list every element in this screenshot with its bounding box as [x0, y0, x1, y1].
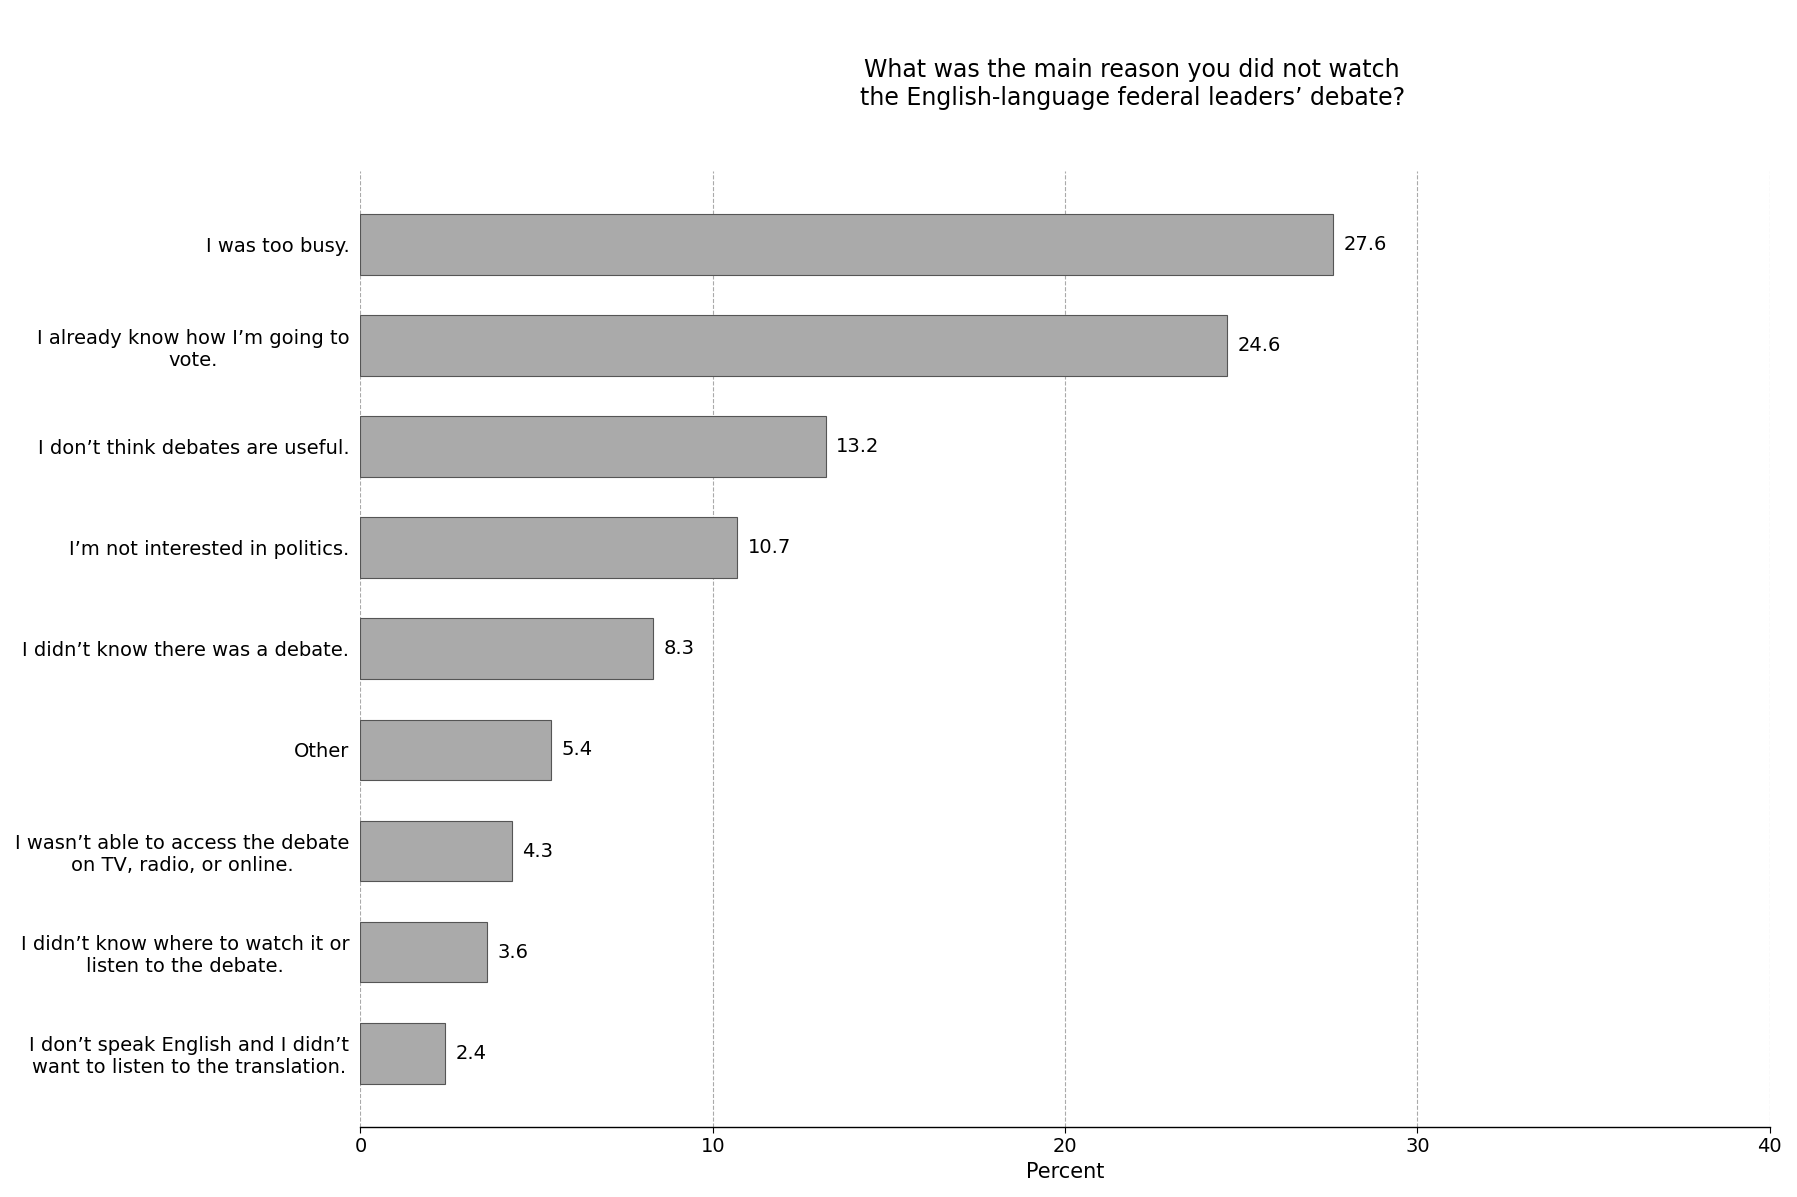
Text: 2.4: 2.4	[456, 1044, 487, 1063]
Text: 10.7: 10.7	[748, 539, 791, 558]
Text: 3.6: 3.6	[498, 942, 528, 961]
Bar	[361, 417, 825, 476]
Bar	[361, 619, 652, 679]
Text: What was the main reason you did not watch
the English-language federal leaders’: What was the main reason you did not wat…	[859, 57, 1405, 110]
Bar	[361, 315, 1227, 376]
Text: 13.2: 13.2	[836, 437, 879, 456]
Text: 24.6: 24.6	[1238, 336, 1281, 356]
Text: 27.6: 27.6	[1344, 235, 1387, 254]
Bar	[361, 1023, 446, 1083]
Bar	[361, 719, 550, 780]
X-axis label: Percent: Percent	[1026, 1162, 1105, 1181]
Bar	[361, 214, 1333, 275]
Text: 4.3: 4.3	[523, 841, 553, 861]
Text: 8.3: 8.3	[663, 639, 694, 658]
Bar	[361, 517, 737, 578]
Text: 5.4: 5.4	[561, 741, 593, 759]
Bar	[361, 821, 512, 881]
Bar	[361, 922, 487, 983]
